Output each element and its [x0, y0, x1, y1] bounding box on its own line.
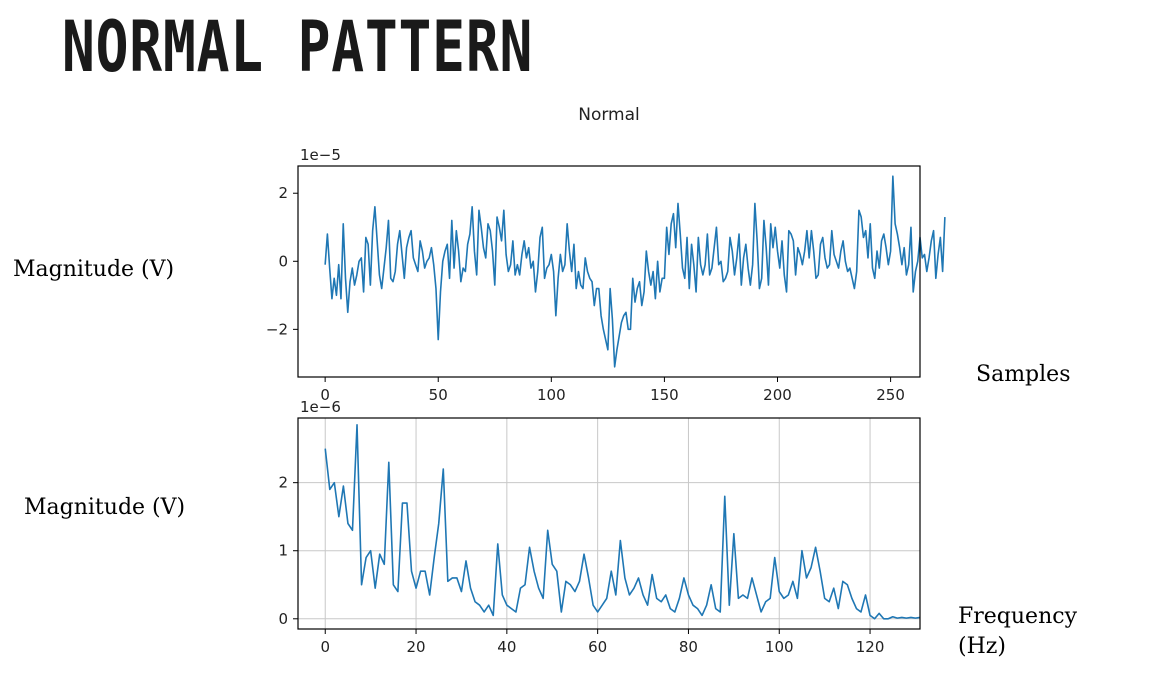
chart1-xtick-label-5: 250 [876, 386, 905, 404]
chart2-ytick-label-0: 0 [278, 610, 288, 628]
chart2-xtick-label-2: 40 [497, 638, 516, 656]
chart2-plot-frame [297, 417, 921, 630]
chart2-series-line-0 [324, 424, 921, 620]
chart1-xtick-label-4: 200 [763, 386, 792, 404]
y-axis-label-bottom: Magnitude (V) [24, 495, 186, 520]
frequency-label-line2: (Hz) [958, 633, 1006, 659]
slide-title: NORMAL PATTERN [62, 6, 534, 88]
chart1-series-line-0 [324, 175, 946, 368]
chart1-ytick-label-1: 0 [278, 252, 288, 270]
chart2-xtick-label-4: 80 [679, 638, 698, 656]
chart1-xtick-label-2: 100 [537, 386, 566, 404]
x-axis-label-frequency: Frequency (Hz) [958, 602, 1077, 661]
chart2-xtick-label-0: 0 [320, 638, 330, 656]
chart2-xtick-label-6: 120 [856, 638, 885, 656]
chart1-xtick-label-1: 50 [429, 386, 448, 404]
chart2-offset-text: 1e−6 [300, 398, 341, 416]
chart2-xtick-label-5: 100 [765, 638, 794, 656]
chart1-ytick-label-2: 2 [278, 184, 288, 202]
chart1-title: Normal [578, 105, 640, 125]
chart1-ytick-label-0: −2 [266, 320, 288, 338]
chart1-xtick-label-3: 150 [650, 386, 679, 404]
chart2-xtick-label-1: 20 [406, 638, 425, 656]
chart2-ytick-label-2: 2 [278, 474, 288, 492]
chart1-plot-frame [297, 165, 921, 378]
chart2-ytick-label-1: 1 [278, 542, 288, 560]
frequency-label-line1: Frequency [958, 604, 1077, 629]
chart1-offset-text: 1e−5 [300, 146, 341, 164]
x-axis-label-samples: Samples [976, 362, 1071, 387]
chart2-xtick-label-3: 60 [588, 638, 607, 656]
y-axis-label-top: Magnitude (V) [13, 257, 175, 282]
chart1-xtick-label-0: 0 [320, 386, 330, 404]
